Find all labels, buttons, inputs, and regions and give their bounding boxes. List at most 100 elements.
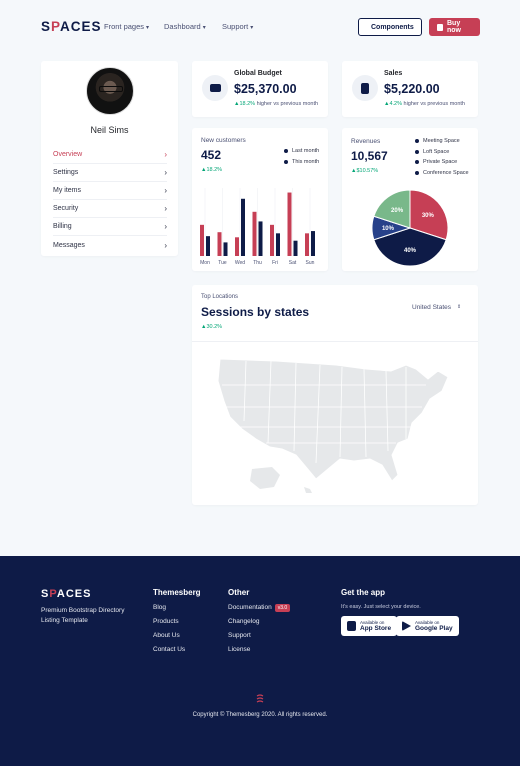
wallet-icon: [202, 75, 228, 101]
sales-card: Sales $5,220.00 ▲4.2% higher vs previous…: [342, 61, 478, 117]
bar-tick-label: Tue: [218, 260, 227, 266]
global-budget-compare: ▲18.2% higher vs previous month: [234, 101, 319, 107]
nav-support[interactable]: Support ▾: [222, 22, 254, 31]
brand-mark-icon: [256, 694, 264, 703]
chevron-right-icon: ›: [164, 168, 167, 177]
global-budget-value: $25,370.00: [234, 82, 297, 96]
revenues-value: 10,567: [351, 149, 388, 163]
legend-last-month: Last month: [284, 146, 319, 157]
bar-last-month: [270, 224, 274, 256]
footer-col-title: Themesberg: [153, 588, 201, 597]
bar-this-month: [293, 240, 298, 256]
profile-menu-settings[interactable]: Settings ›: [53, 164, 167, 182]
pie-slice: [409, 189, 449, 241]
copyright: Copyright © Themesberg 2020. All rights …: [192, 712, 328, 718]
bar-this-month: [206, 236, 210, 256]
footer-link-products[interactable]: Products: [153, 618, 179, 625]
footer-logo[interactable]: SPACES: [41, 588, 92, 600]
legend-meeting-space: Meeting Space: [415, 136, 469, 147]
bar-last-month: [305, 233, 309, 256]
global-budget-label: Global Budget: [234, 70, 282, 77]
us-map: [217, 358, 449, 493]
profile-menu-security[interactable]: Security ›: [53, 200, 167, 218]
sales-value: $5,220.00: [384, 82, 440, 96]
bar-this-month: [311, 231, 315, 256]
bar-tick-label: Mon: [200, 260, 210, 266]
chevron-right-icon: ›: [164, 186, 167, 195]
footer-link-blog[interactable]: Blog: [153, 604, 167, 611]
new-customers-label: New customers: [201, 137, 246, 144]
revenues-card: Revenues 10,567 ▲$10.57% Meeting Space L…: [342, 128, 478, 271]
select-arrows-icon: ⇕: [457, 304, 462, 310]
footer-col-app: Get the app It's easy. Just select your …: [341, 588, 421, 610]
file-dollar-icon: [352, 75, 378, 101]
apple-icon: [347, 621, 356, 631]
profile-menu-messages[interactable]: Messages ›: [53, 240, 167, 250]
new-customers-card: New customers 452 ▲18.2% Last month This…: [192, 128, 328, 271]
profile-menu-billing[interactable]: Billing ›: [53, 218, 167, 236]
bar-this-month: [241, 198, 245, 256]
footer-col-title: Get the app: [341, 588, 386, 597]
legend-this-month: This month: [284, 157, 319, 168]
profile-menu: Overview › Settings › My items › Security › …: [53, 146, 167, 254]
pie-slice: [373, 189, 411, 229]
profile-menu-overview[interactable]: Overview ›: [53, 146, 167, 164]
legend-private-space: Private Space: [415, 157, 469, 168]
pie-label: 30%: [422, 213, 435, 219]
footer-app-subtitle: It's easy. Just select your device.: [341, 604, 421, 610]
nav-dashboard[interactable]: Dashboard ▾: [164, 22, 206, 31]
bar-last-month: [235, 237, 239, 256]
profile-name: Neil Sims: [90, 125, 129, 135]
logo[interactable]: SPACES: [41, 19, 102, 34]
global-budget-card: Global Budget $25,370.00 ▲18.2% higher v…: [192, 61, 328, 117]
new-customers-legend: Last month This month: [284, 146, 319, 167]
bar-tick-label: Fri: [272, 260, 278, 266]
footer-link-contact[interactable]: Contact Us: [153, 646, 186, 653]
pie-label: 40%: [404, 248, 417, 254]
google-play-icon: [402, 621, 411, 631]
chevron-right-icon: ›: [164, 150, 167, 159]
legend-conference-space: Conference Space: [415, 168, 469, 179]
shopping-bag-icon: [437, 23, 443, 31]
sales-compare: ▲4.2% higher vs previous month: [384, 101, 465, 107]
bar-last-month: [287, 192, 292, 256]
components-button[interactable]: Components: [358, 18, 422, 36]
chevron-down-icon: ▾: [146, 25, 150, 31]
chevron-right-icon: ›: [164, 222, 167, 231]
revenues-change: ▲$10.57%: [351, 168, 379, 174]
footer-link-support[interactable]: Support: [228, 632, 251, 639]
revenues-label: Revenues: [351, 138, 381, 145]
bar-chart: Mon Tue Wed Thu Fri Sat Sun: [200, 188, 315, 266]
pie-chart: 30% 40% 10% 20%: [371, 189, 449, 267]
sessions-title: Sessions by states: [201, 305, 310, 319]
footer-link-about[interactable]: About Us: [153, 632, 180, 639]
pie-label: 10%: [382, 226, 395, 232]
bar-this-month: [276, 233, 280, 256]
navbar: SPACES Front pages ▾ Dashboard ▾ Support ▾ …: [0, 0, 520, 56]
new-customers-change: ▲18.2%: [201, 167, 223, 173]
chevron-down-icon: ▾: [250, 25, 254, 31]
footer-link-license[interactable]: License: [228, 646, 251, 653]
sessions-kicker: Top Locations: [201, 294, 239, 300]
glasses-detail: [99, 86, 123, 92]
profile-menu-my-items[interactable]: My items ›: [53, 182, 167, 200]
country-select[interactable]: United States ⇕: [412, 304, 462, 311]
chevron-right-icon: ›: [164, 240, 167, 250]
profile-card: Neil Sims Overview › Settings › My items › …: [41, 61, 178, 256]
avatar: [86, 67, 134, 115]
sessions-card: Top Locations Sessions by states ▲30.2% …: [192, 285, 478, 505]
google-play-button[interactable]: Available on Google Play: [396, 616, 459, 636]
footer-link-documentation[interactable]: Documentation v3.0: [228, 604, 291, 618]
nav-front-pages[interactable]: Front pages ▾: [104, 22, 150, 31]
chevron-down-icon: ▾: [202, 25, 206, 31]
bar-this-month: [223, 242, 228, 256]
app-store-button[interactable]: Available on App Store: [341, 616, 398, 636]
footer-col-title: Other: [228, 588, 250, 597]
buy-now-button[interactable]: Buy now: [429, 18, 480, 36]
bar-last-month: [217, 232, 222, 256]
revenues-legend: Meeting Space Loft Space Private Space C…: [415, 136, 469, 178]
footer-link-changelog[interactable]: Changelog: [228, 618, 260, 625]
pie-slice: [373, 227, 447, 267]
new-customers-value: 452: [201, 148, 222, 162]
bar-this-month: [258, 221, 263, 256]
